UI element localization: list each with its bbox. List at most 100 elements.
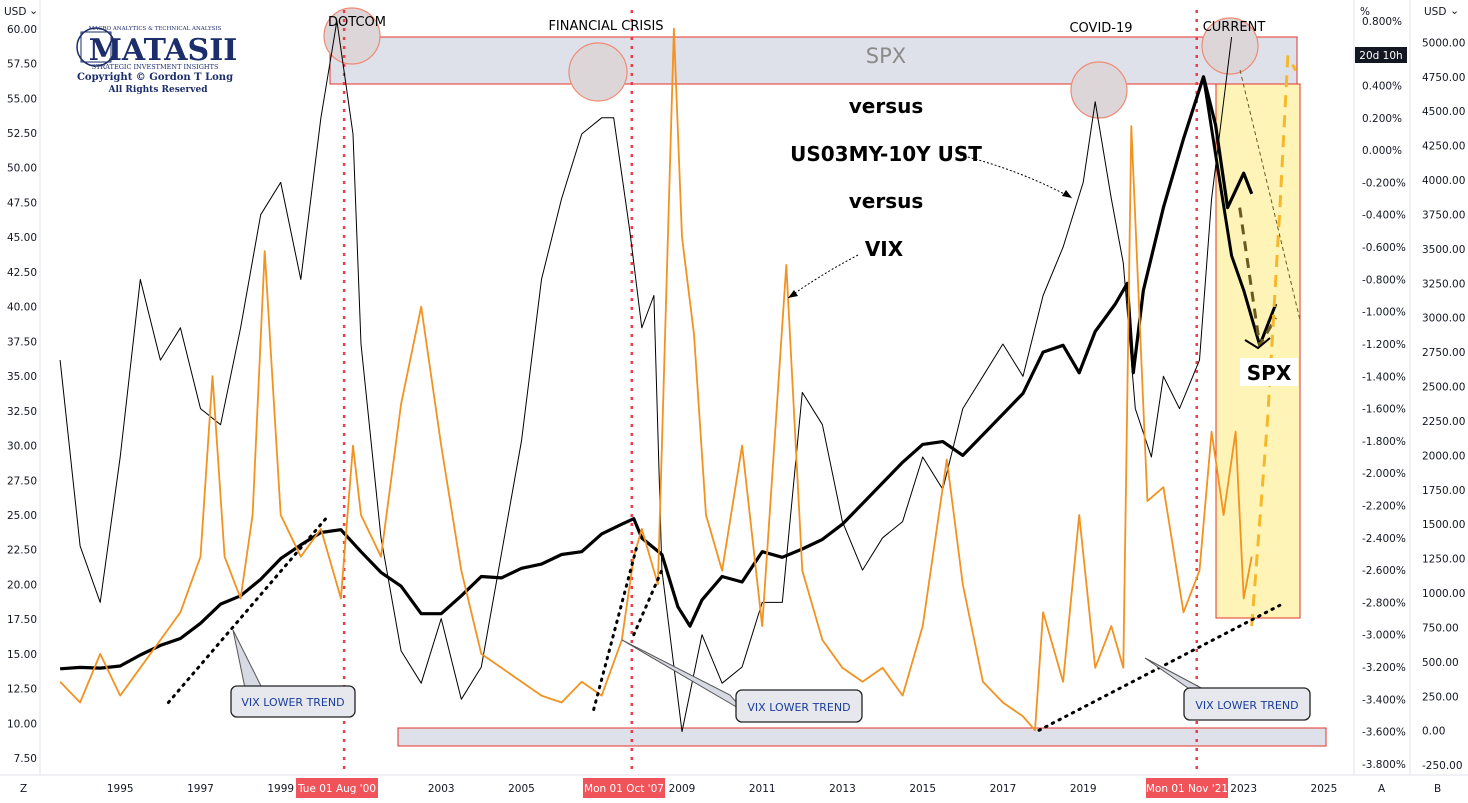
vix-lower-trend-box-3 <box>1183 687 1311 721</box>
projection-guide-line <box>1239 69 1301 321</box>
series-vix <box>59 27 1253 732</box>
right-tick-11: 2250.00 <box>1422 416 1465 428</box>
countdown-text: 20d 10h <box>1359 50 1402 62</box>
logo-name: MATASII <box>89 33 238 68</box>
right-tick-3: 4250.00 <box>1422 141 1465 153</box>
vix-lower-trend-box-1 <box>230 685 356 718</box>
vix-lower-trend-box-2 <box>735 689 863 723</box>
left-tick-10: 35.00 <box>7 371 37 383</box>
logo-subtitle: STRATEGIC INVESTMENT INSIGHTS <box>92 63 219 71</box>
left-tick-7: 42.50 <box>7 267 37 279</box>
mid-tick-6: -0.400% <box>1362 210 1406 222</box>
left-axis-unit: USD <box>4 6 26 18</box>
x-tick-1999: 1999 <box>267 783 294 795</box>
dotcom-peak-circle <box>323 7 381 65</box>
left-tick-17: 17.50 <box>7 614 37 626</box>
scale-button[interactable]: B <box>1434 783 1441 795</box>
spread-trough-band <box>397 727 1327 747</box>
left-tick-3: 52.50 <box>7 128 37 140</box>
left-tick-21: 7.50 <box>14 753 37 765</box>
left-tick-6: 45.00 <box>7 232 37 244</box>
vitruvian-logo-square <box>80 31 112 63</box>
left-tick-4: 50.00 <box>7 163 37 175</box>
x-tick-2015: 2015 <box>909 783 936 795</box>
right-tick-10: 2500.00 <box>1422 382 1465 394</box>
mid-tick-10: -1.200% <box>1362 339 1406 351</box>
trendline-4 <box>632 568 664 637</box>
right-tick-18: 500.00 <box>1422 657 1459 669</box>
mid-tick-21: -3.400% <box>1362 694 1406 706</box>
left-tick-19: 12.50 <box>7 684 37 696</box>
left-tick-18: 15.00 <box>7 649 37 661</box>
right-tick-5: 3750.00 <box>1422 209 1465 221</box>
mid-tick-9: -1.000% <box>1362 307 1406 319</box>
x-tick-2009: 2009 <box>669 783 696 795</box>
left-tick-8: 40.00 <box>7 302 37 314</box>
vix-lower-trend-label-3: VIX LOWER TREND <box>1195 699 1298 712</box>
right-tick-17: 750.00 <box>1422 622 1459 634</box>
date-badge-3-text: Mon 01 Nov '21 <box>1146 783 1228 795</box>
zoom-button[interactable]: Z <box>20 783 27 795</box>
chevron-down-icon[interactable]: ⌄ <box>29 4 38 17</box>
mid-tick-0: 0.800% <box>1362 16 1402 28</box>
vitruvian-logo-icon <box>76 27 116 67</box>
mid-tick-3: 0.200% <box>1362 113 1402 125</box>
x-tick-2003: 2003 <box>428 783 455 795</box>
x-tick-1997: 1997 <box>187 783 214 795</box>
vix-arrow <box>787 254 859 299</box>
mid-tick-11: -1.400% <box>1362 371 1406 383</box>
left-tick-13: 27.50 <box>7 475 37 487</box>
left-tick-9: 37.50 <box>7 336 37 348</box>
mid-tick-4: 0.000% <box>1362 145 1402 157</box>
chevron-down-icon-right[interactable]: ⌄ <box>1450 4 1459 17</box>
vix-label: VIX <box>865 237 904 261</box>
logo: MACRO ANALYTICS & TECHNICAL ANALYSIS MAT… <box>76 26 238 95</box>
spread-arrow <box>959 154 1073 199</box>
mid-tick-23: -3.800% <box>1362 759 1406 771</box>
mid-tick-5: -0.200% <box>1362 177 1406 189</box>
mid-tick-13: -1.800% <box>1362 436 1406 448</box>
mid-tick-12: -1.600% <box>1362 404 1406 416</box>
mid-tick-18: -2.800% <box>1362 597 1406 609</box>
mid-tick-8: -0.800% <box>1362 274 1406 286</box>
countdown-badge <box>1355 47 1407 63</box>
left-tick-5: 47.50 <box>7 197 37 209</box>
spread-label: US03MY-10Y UST <box>790 142 982 166</box>
current-projection-zone <box>1215 83 1301 619</box>
spx-band-label: SPX <box>866 44 906 68</box>
mid-tick-17: -2.600% <box>1362 565 1406 577</box>
right-tick-21: -250.00 <box>1422 760 1463 772</box>
mid-tick-22: -3.600% <box>1362 727 1406 739</box>
left-tick-1: 57.50 <box>7 59 37 71</box>
current-label: CURRENT <box>1203 20 1266 35</box>
right-tick-7: 3250.00 <box>1422 278 1465 290</box>
spread-arrow-head <box>1062 190 1072 198</box>
series-us03my-10y-ust <box>59 20 1233 733</box>
date-badge-1 <box>296 778 378 798</box>
left-tick-12: 30.00 <box>7 441 37 453</box>
mid-tick-14: -2.000% <box>1362 468 1406 480</box>
x-tick-2023: 2023 <box>1230 783 1257 795</box>
covid-peak-circle <box>1070 61 1128 119</box>
right-axis-ticks[interactable]: 5000.00 4750.00 4500.00 4250.00 4000.00 3750.… <box>1422 37 1465 772</box>
vix-lower-trend-label-1: VIX LOWER TREND <box>241 696 344 709</box>
x-tick-2017: 2017 <box>990 783 1017 795</box>
auto-scale-button[interactable]: A <box>1378 783 1386 795</box>
mid-tick-2: 0.400% <box>1362 81 1402 93</box>
left-tick-15: 22.50 <box>7 545 37 557</box>
right-tick-13: 1750.00 <box>1422 485 1465 497</box>
spx-target-arrow <box>1244 337 1271 350</box>
mid-axis-unit: % <box>1360 6 1370 18</box>
financial-crisis-peak-circle <box>568 42 628 102</box>
left-axis-ticks[interactable]: 60.00 57.50 55.00 52.50 50.00 47.50 45.00 42.50… <box>7 24 37 765</box>
left-tick-20: 10.00 <box>7 718 37 730</box>
series-layer <box>59 20 1301 733</box>
left-tick-2: 55.00 <box>7 93 37 105</box>
logo-copyright: Copyright © Gordon T Long <box>77 72 233 83</box>
mid-tick-7: -0.600% <box>1362 242 1406 254</box>
right-tick-2: 4500.00 <box>1422 106 1465 118</box>
left-tick-14: 25.00 <box>7 510 37 522</box>
spx-target-label-bg <box>1240 358 1298 386</box>
right-tick-19: 250.00 <box>1422 691 1459 703</box>
